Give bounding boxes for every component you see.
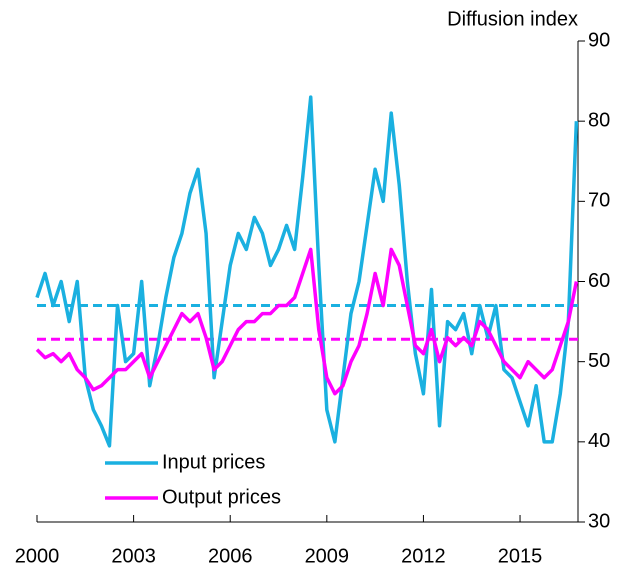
- y-tick-label: 50: [588, 350, 610, 372]
- y-tick-label: 60: [588, 270, 610, 292]
- y-axis-label: Diffusion index: [447, 8, 578, 30]
- y-tick-label: 80: [588, 109, 610, 131]
- x-tick-label: 2003: [111, 545, 156, 567]
- x-tick-label: 2015: [498, 545, 543, 567]
- series-line: [35, 95, 579, 448]
- legend-label: Output prices: [162, 486, 281, 508]
- series-line: [35, 247, 579, 396]
- x-tick-label: 2009: [305, 545, 350, 567]
- x-tick-label: 2012: [401, 545, 446, 567]
- y-tick-label: 70: [588, 190, 610, 212]
- y-tick-label: 90: [588, 29, 610, 51]
- y-tick-label: 40: [588, 430, 610, 452]
- y-tick-label: 30: [588, 510, 610, 532]
- x-tick-label: 2000: [15, 545, 60, 567]
- legend-label: Input prices: [162, 451, 265, 473]
- x-tick-label: 2006: [208, 545, 253, 567]
